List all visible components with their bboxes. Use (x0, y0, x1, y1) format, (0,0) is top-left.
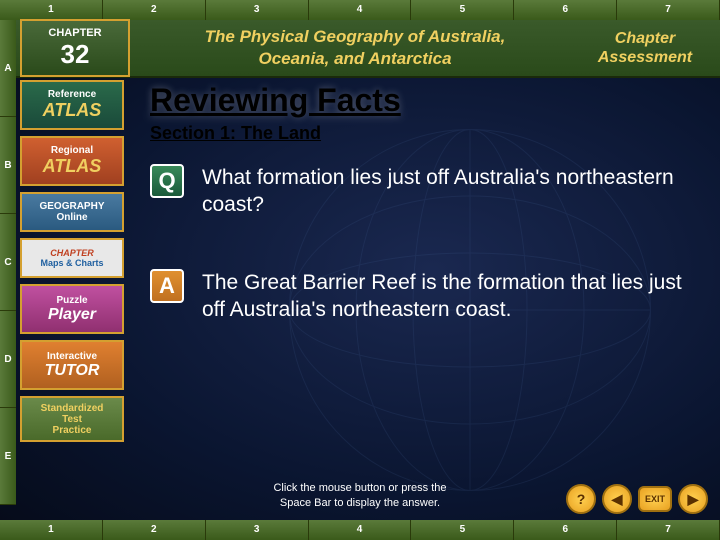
ruler-tick: E (0, 408, 16, 505)
question-icon: Q (150, 164, 184, 198)
ruler-tick: 5 (411, 0, 514, 20)
main-content: Reviewing Facts Section 1: The Land Q Wh… (150, 82, 700, 373)
header-assessment: Chapter Assessment (580, 29, 720, 67)
top-ruler: 1 2 3 4 5 6 7 (0, 0, 720, 20)
help-button[interactable]: ? (566, 484, 596, 514)
ruler-tick: 6 (514, 520, 617, 540)
answer-icon: A (150, 269, 184, 303)
ruler-tick: 3 (206, 520, 309, 540)
regional-atlas-button[interactable]: Regional ATLAS (20, 136, 124, 186)
ruler-tick: 5 (411, 520, 514, 540)
header-title: The Physical Geography of Australia, Oce… (130, 26, 580, 70)
ruler-tick: 1 (0, 520, 103, 540)
question-block: Q What formation lies just off Australia… (150, 164, 700, 219)
bottom-ruler: 1 2 3 4 5 6 7 (0, 520, 720, 540)
ruler-tick: D (0, 311, 16, 408)
answer-block: A The Great Barrier Reef is the formatio… (150, 269, 700, 324)
chapter-number: 32 (61, 39, 90, 70)
section-title: Section 1: The Land (150, 123, 700, 144)
ruler-tick: 7 (617, 0, 720, 20)
ruler-tick: C (0, 214, 16, 311)
puzzle-player-button[interactable]: Puzzle Player (20, 284, 124, 334)
back-button[interactable]: ◀ (602, 484, 632, 514)
ruler-tick: 4 (309, 520, 412, 540)
maps-charts-button[interactable]: CHAPTER Maps & Charts (20, 238, 124, 278)
forward-button[interactable]: ▶ (678, 484, 708, 514)
page-title: Reviewing Facts (150, 82, 700, 119)
ruler-tick: A (0, 20, 16, 117)
sidebar: Reference ATLAS Regional ATLAS GEOGRAPHY… (20, 80, 130, 448)
ruler-tick: 3 (206, 0, 309, 20)
geography-online-button[interactable]: GEOGRAPHY Online (20, 192, 124, 232)
header-banner: CHAPTER 32 The Physical Geography of Aus… (16, 20, 720, 78)
left-ruler: A B C D E (0, 20, 16, 505)
ruler-tick: 4 (309, 0, 412, 20)
ruler-tick: 7 (617, 520, 720, 540)
ruler-tick: B (0, 117, 16, 214)
ruler-tick: 2 (103, 520, 206, 540)
chapter-box: CHAPTER 32 (20, 19, 130, 77)
answer-text: The Great Barrier Reef is the formation … (202, 269, 682, 324)
question-text: What formation lies just off Australia's… (202, 164, 682, 219)
ruler-tick: 1 (0, 0, 103, 20)
instruction-text: Click the mouse button or press the Spac… (273, 481, 446, 510)
interactive-tutor-button[interactable]: Interactive TUTOR (20, 340, 124, 390)
standardized-test-button[interactable]: Standardized Test Practice (20, 396, 124, 442)
nav-controls: ? ◀ EXIT ▶ (566, 484, 708, 514)
ruler-tick: 6 (514, 0, 617, 20)
exit-button[interactable]: EXIT (638, 486, 672, 512)
chapter-label: CHAPTER (48, 27, 101, 39)
reference-atlas-button[interactable]: Reference ATLAS (20, 80, 124, 130)
ruler-tick: 2 (103, 0, 206, 20)
